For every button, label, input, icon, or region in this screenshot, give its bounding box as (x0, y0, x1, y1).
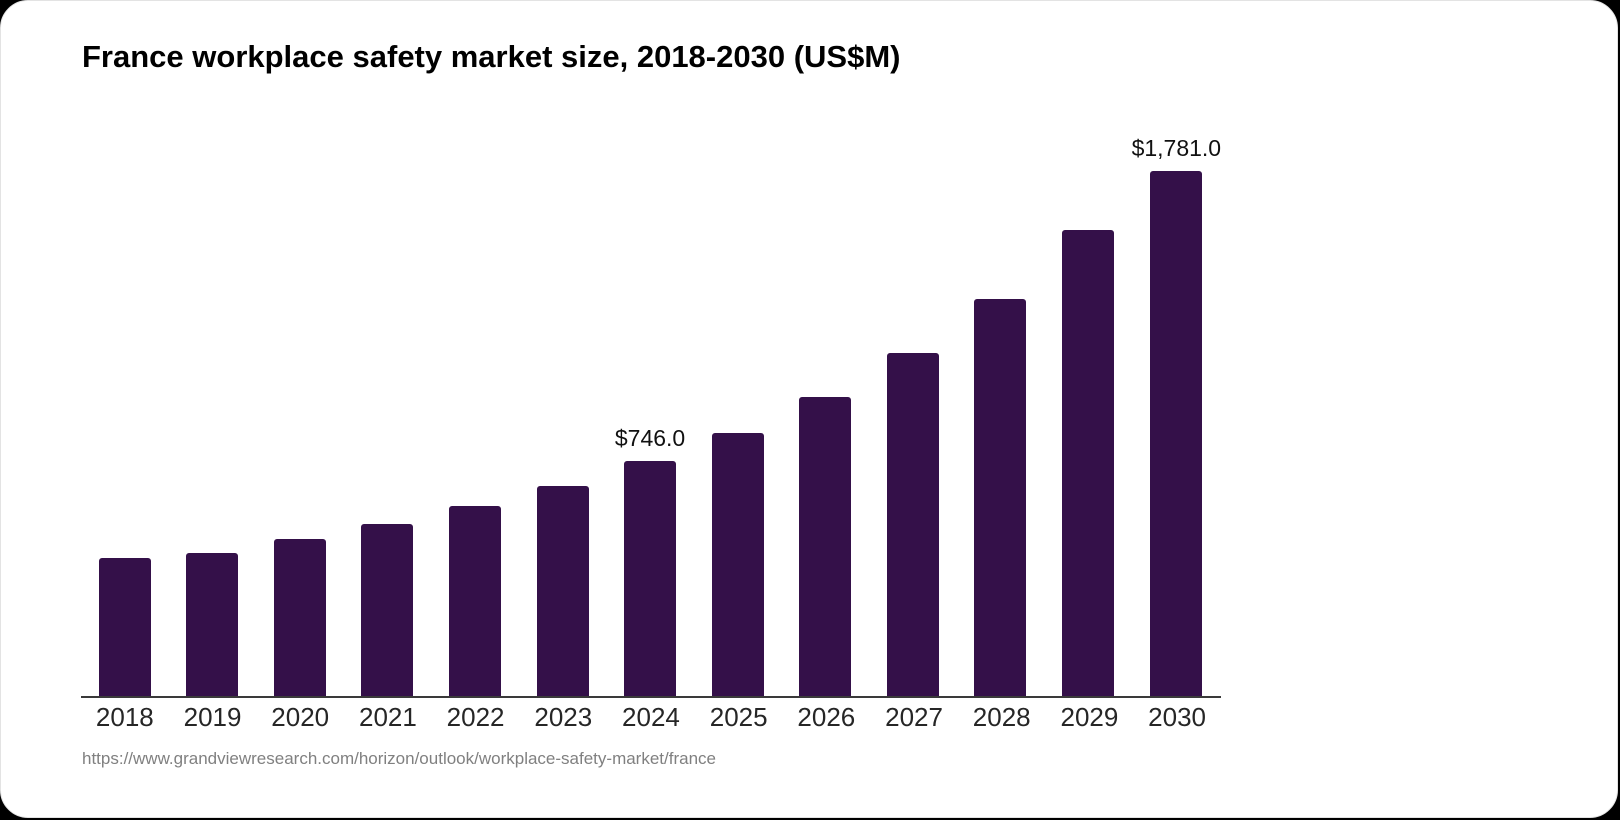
bar-column-2030: $1,781.0 (1131, 135, 1222, 696)
bar-column-2027 (869, 135, 957, 696)
bar-2022 (448, 506, 501, 696)
data-label-2030: $1,781.0 (1131, 135, 1222, 161)
bar-column-2024: $746.0 (606, 135, 694, 696)
bar-column-2025 (694, 135, 782, 696)
bar-2026 (799, 397, 852, 696)
source-url: https://www.grandviewresearch.com/horizo… (82, 749, 716, 768)
bar-2019 (186, 553, 239, 696)
chart-title: France workplace safety market size, 201… (82, 39, 901, 74)
x-tick-2025: 2025 (709, 702, 768, 732)
x-tick-2021: 2021 (358, 702, 417, 732)
bar-column-2021 (344, 135, 432, 696)
bar-2025 (711, 433, 764, 696)
bar-column-2023 (519, 135, 607, 696)
x-tick-2029: 2029 (1060, 702, 1119, 732)
bar-column-2020 (256, 135, 344, 696)
bar-column-2026 (781, 135, 869, 696)
x-tick-2018: 2018 (95, 702, 154, 732)
x-tick-2026: 2026 (797, 702, 856, 732)
plot-area: $746.0 $1,781.0 (81, 135, 1221, 698)
bar-2029 (1061, 230, 1114, 696)
bar-2024 (624, 461, 677, 696)
bar-2027 (886, 353, 939, 696)
x-tick-2020: 2020 (271, 702, 330, 732)
x-tick-2024: 2024 (622, 702, 680, 732)
x-tick-2030: 2030 (1148, 702, 1207, 732)
bar-2023 (536, 486, 589, 696)
data-label-2024: $746.0 (614, 425, 686, 451)
x-tick-2027: 2027 (885, 702, 943, 732)
x-axis-tick-labels: 2018 2019 2020 2021 2022 2023 2024 2025 2026 2027… (81, 702, 1221, 733)
x-tick-2023: 2023 (534, 702, 593, 732)
bar-series: $746.0 $1,781.0 (81, 135, 1221, 696)
bar-2028 (974, 299, 1027, 696)
bar-2030 (1150, 171, 1203, 696)
bar-column-2029 (1044, 135, 1132, 696)
bar-2020 (273, 539, 326, 696)
bar-column-2019 (169, 135, 257, 696)
x-tick-2022: 2022 (446, 702, 505, 732)
bar-column-2028 (956, 135, 1044, 696)
bar-column-2018 (81, 135, 169, 696)
x-tick-2019: 2019 (183, 702, 242, 732)
bar-2018 (98, 558, 151, 696)
bar-column-2022 (431, 135, 519, 696)
x-tick-2028: 2028 (972, 702, 1031, 732)
bar-2021 (361, 524, 414, 696)
